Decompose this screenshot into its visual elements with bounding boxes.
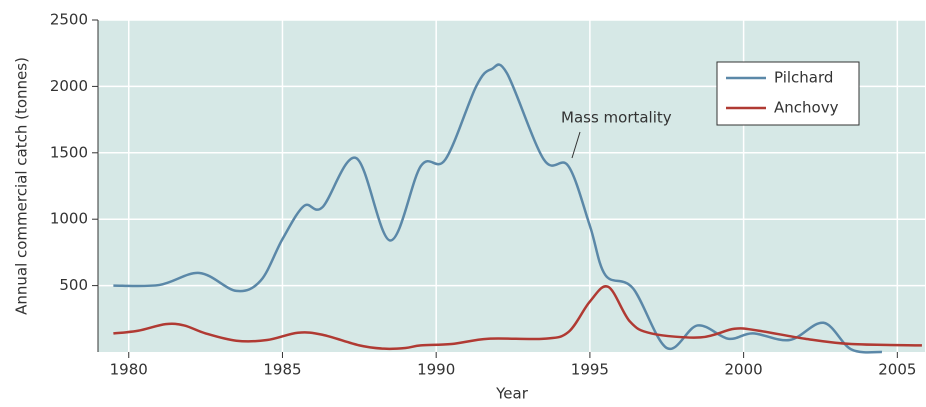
y-tick-label: 500: [59, 276, 88, 294]
legend-label: Anchovy: [774, 99, 839, 117]
x-tick-label: 1980: [110, 361, 148, 379]
x-tick-label: 1985: [263, 361, 301, 379]
line: [113, 285, 922, 351]
x-tick-label: 1995: [571, 361, 609, 379]
legend: [716, 61, 860, 126]
x-tick-label: 2005: [878, 361, 916, 379]
lines: [113, 63, 922, 354]
line: [113, 63, 883, 354]
annotation-line: [571, 131, 581, 159]
y-tick-label: 2000: [50, 77, 88, 95]
x-tick-label: 1990: [417, 361, 455, 379]
x-tick-label: 2000: [725, 361, 763, 379]
y-tick-label: 1000: [50, 210, 88, 228]
grid: [98, 19, 925, 352]
y-axis-label: Annual commercial catch (tonnes): [13, 57, 31, 315]
annotation: Mass mortality: [561, 109, 672, 127]
y-tick-label: 2500: [50, 11, 88, 29]
legend-label: Pilchard: [774, 69, 833, 87]
x-axis-label: Year: [495, 385, 529, 403]
y-tick-label: 1500: [50, 143, 88, 161]
